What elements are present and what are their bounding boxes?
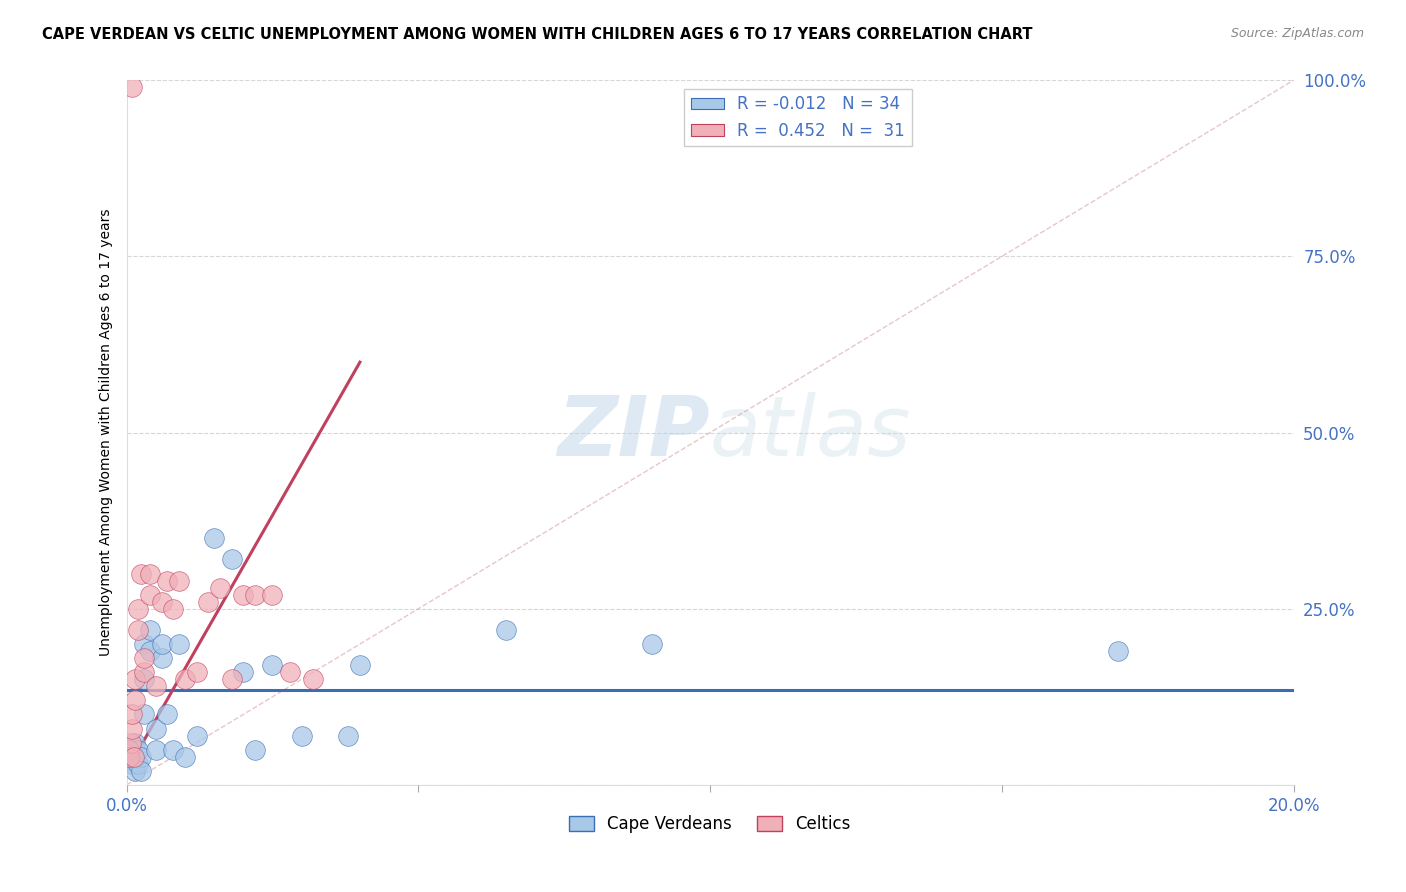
Point: [221, 552, 243, 566]
Point: [145, 722, 167, 736]
Point: [202, 532, 225, 546]
Point: [120, 736, 142, 750]
Point: [129, 764, 152, 778]
Text: Source: ZipAtlas.com: Source: ZipAtlas.com: [1230, 27, 1364, 40]
Legend: Cape Verdeans, Celtics: Cape Verdeans, Celtics: [562, 809, 858, 840]
Point: [124, 764, 146, 778]
Point: [156, 574, 179, 588]
Point: [145, 679, 167, 693]
Point: [132, 707, 155, 722]
Point: [127, 601, 149, 615]
Point: [243, 588, 266, 602]
Text: ZIP: ZIP: [557, 392, 710, 473]
Point: [232, 588, 254, 602]
Point: [278, 665, 301, 680]
Point: [174, 673, 197, 687]
Text: CAPE VERDEAN VS CELTIC UNEMPLOYMENT AMONG WOMEN WITH CHILDREN AGES 6 TO 17 YEARS: CAPE VERDEAN VS CELTIC UNEMPLOYMENT AMON…: [42, 27, 1032, 42]
Point: [243, 742, 266, 756]
Point: [150, 595, 173, 609]
Text: atlas: atlas: [710, 392, 911, 473]
Point: [1108, 644, 1130, 658]
Point: [121, 80, 143, 95]
Point: [132, 651, 155, 665]
Point: [118, 749, 141, 764]
Point: [121, 722, 143, 736]
Point: [122, 749, 145, 764]
Point: [132, 673, 155, 687]
Point: [156, 707, 179, 722]
Point: [129, 566, 152, 581]
Point: [139, 566, 162, 581]
Point: [162, 742, 184, 756]
Point: [127, 742, 149, 756]
Point: [139, 644, 162, 658]
Point: [221, 673, 243, 687]
Point: [640, 637, 664, 651]
Point: [127, 756, 149, 771]
Point: [124, 693, 146, 707]
Point: [186, 665, 208, 680]
Y-axis label: Unemployment Among Women with Children Ages 6 to 17 years: Unemployment Among Women with Children A…: [98, 209, 112, 657]
Point: [150, 637, 173, 651]
Point: [145, 742, 167, 756]
Point: [121, 756, 143, 771]
Point: [167, 574, 190, 588]
Point: [495, 623, 517, 637]
Point: [208, 581, 231, 595]
Point: [162, 601, 184, 615]
Point: [132, 637, 155, 651]
Point: [150, 651, 173, 665]
Point: [302, 673, 325, 687]
Point: [124, 736, 146, 750]
Point: [122, 749, 145, 764]
Point: [132, 665, 155, 680]
Point: [127, 623, 149, 637]
Point: [337, 729, 360, 743]
Point: [167, 637, 190, 651]
Point: [139, 623, 162, 637]
Point: [197, 595, 219, 609]
Point: [186, 729, 208, 743]
Point: [118, 742, 141, 756]
Point: [139, 588, 162, 602]
Point: [120, 742, 142, 756]
Point: [121, 707, 143, 722]
Point: [124, 673, 146, 687]
Point: [174, 749, 197, 764]
Point: [129, 749, 152, 764]
Point: [290, 729, 312, 743]
Point: [262, 588, 284, 602]
Point: [262, 658, 284, 673]
Point: [232, 665, 254, 680]
Point: [349, 658, 371, 673]
